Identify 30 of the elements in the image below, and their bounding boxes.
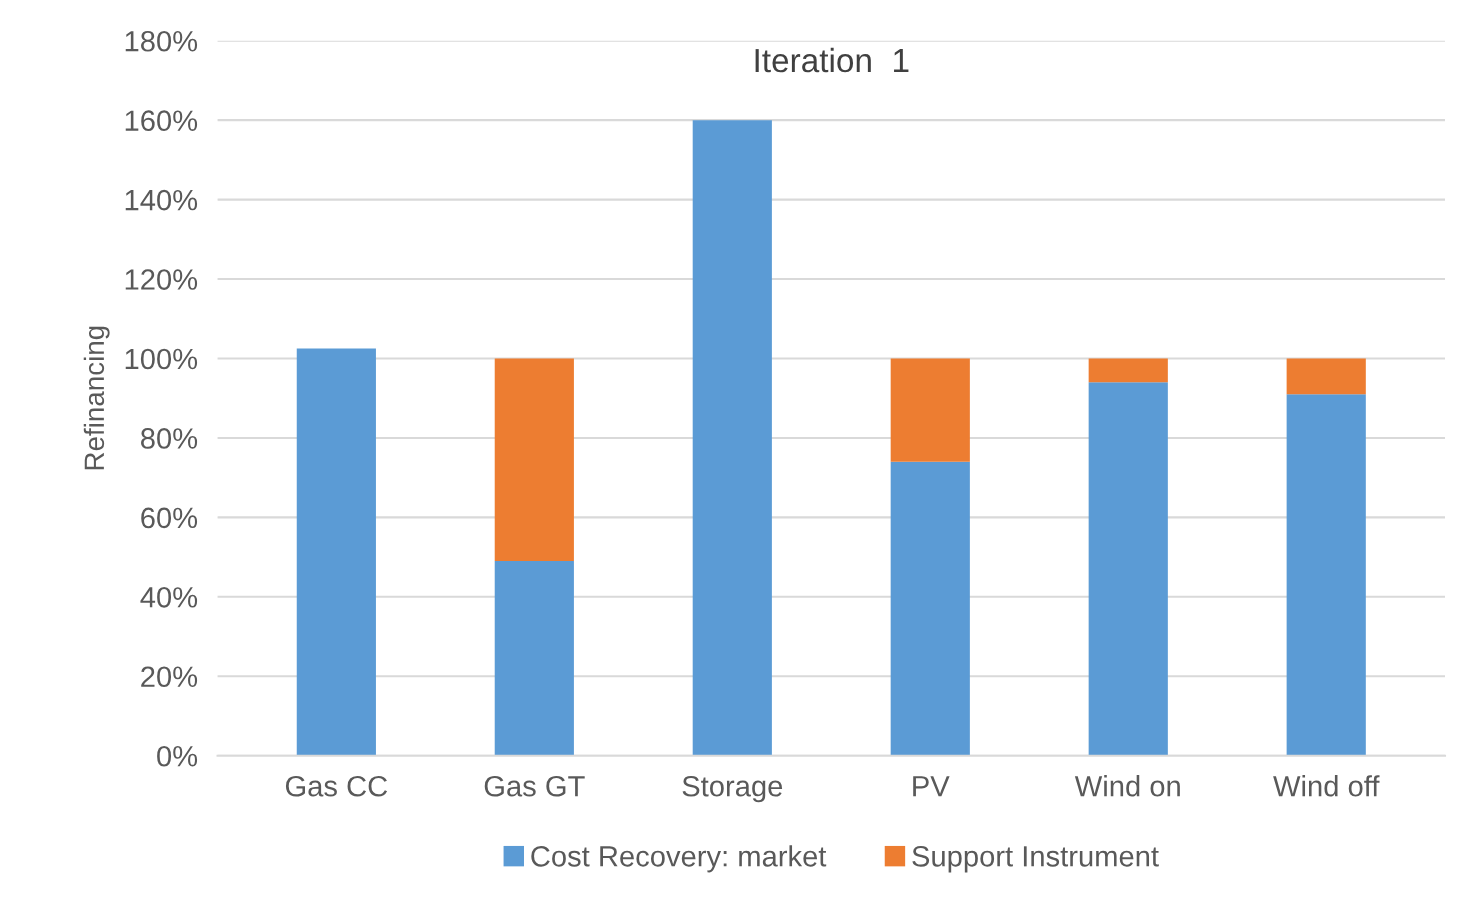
y-tick-label: 0% <box>157 745 198 767</box>
y-tick-label: 120% <box>125 269 198 290</box>
chart-title: Iteration 1 <box>755 47 909 73</box>
legend-label: Cost Recovery: market <box>531 845 827 873</box>
y-tick-label: 60% <box>141 507 198 529</box>
legend-label: Support Instrument <box>912 846 1159 873</box>
bar <box>494 561 574 756</box>
bar <box>890 461 970 756</box>
x-tick-label: Wind off <box>1273 775 1380 797</box>
bar <box>494 358 574 562</box>
x-tick-label: Gas GT <box>484 775 585 797</box>
y-tick-label: 20% <box>141 666 198 688</box>
bar <box>296 348 376 756</box>
y-tick-label: 160% <box>125 110 198 132</box>
x-tick-label: Storage <box>682 775 783 803</box>
bar <box>1088 382 1168 756</box>
y-tick-label: 100% <box>125 348 198 370</box>
bar <box>1286 394 1366 756</box>
bar <box>692 120 772 756</box>
y-tick-label: 140% <box>125 189 198 211</box>
bar <box>1286 358 1366 395</box>
y-tick-label: 80% <box>141 428 198 449</box>
x-tick-label: Wind on <box>1074 775 1180 797</box>
y-tick-label: 40% <box>140 587 198 608</box>
x-tick-label: Gas CC <box>285 775 388 797</box>
bar <box>890 358 970 462</box>
x-tick-label: PV <box>913 776 950 797</box>
y-tick-label: 180% <box>125 30 198 52</box>
y-axis-title: Refinancing <box>83 326 110 470</box>
bar <box>1088 358 1168 383</box>
